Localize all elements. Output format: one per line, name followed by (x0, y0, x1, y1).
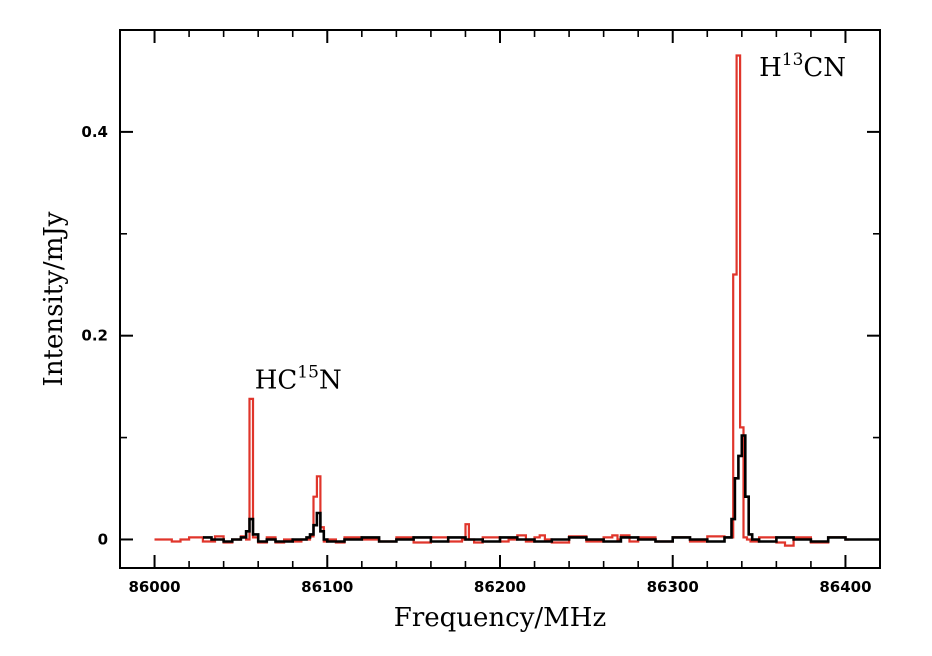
x-tick-label: 86200 (474, 578, 526, 596)
y-tick-label: 0.2 (81, 327, 108, 345)
y-tick-label: 0.4 (81, 123, 108, 141)
ticks-layer (120, 29, 880, 568)
annotation-h13cn: H13CN (759, 50, 846, 83)
series-layer (154, 54, 880, 547)
annotation-h13cn-sup: 13 (782, 50, 804, 70)
tick-labels: 86000 86100 86200 86300 86400 0 0.2 0.4 (81, 123, 871, 596)
annotation-h13cn-base: H (759, 53, 782, 83)
x-tick-label: 86000 (128, 578, 180, 596)
annotation-hc15n-tail: N (319, 366, 342, 396)
plot-frame (119, 29, 881, 569)
y-tick-label: 0 (98, 530, 108, 548)
x-tick-label: 86400 (819, 578, 871, 596)
y-axis-title: Intensity/mJy (39, 211, 69, 386)
annotation-hc15n: HC15N (255, 363, 342, 396)
series-1-line (202, 434, 880, 543)
x-tick-label: 86100 (301, 578, 353, 596)
annotation-h13cn-tail: CN (803, 53, 846, 83)
annotation-hc15n-base: HC (255, 366, 298, 396)
x-axis-title: Frequency/MHz (394, 603, 606, 633)
annotation-hc15n-sup: 15 (297, 363, 319, 383)
x-tick-label: 86300 (647, 578, 699, 596)
